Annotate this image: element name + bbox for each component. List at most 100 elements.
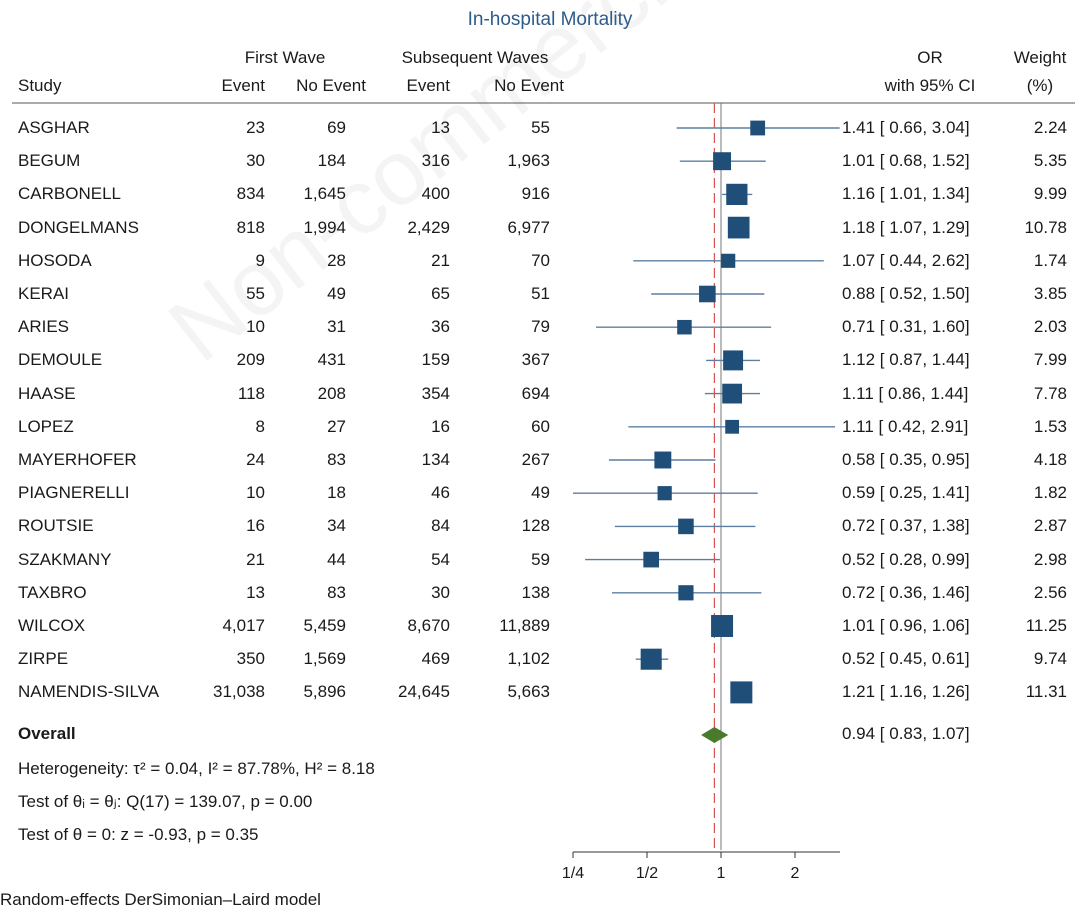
or-ci-text: 1.16 [ 1.01, 1.34] [842, 184, 970, 204]
overall-diamond [701, 727, 729, 743]
fw-event: 16 [246, 516, 265, 536]
effect-marker [654, 451, 672, 469]
fw-event: 10 [246, 317, 265, 337]
fw-event: 118 [237, 383, 265, 403]
or-ci-text: 0.52 [ 0.28, 0.99] [842, 549, 970, 569]
fw-noevent: 34 [327, 516, 346, 536]
study-name: DEMOULE [18, 350, 103, 370]
sw-event: 16 [431, 416, 450, 436]
sw-noevent: 6,977 [507, 217, 550, 237]
weight-text: 2.24 [1033, 118, 1067, 137]
fw-event: 350 [236, 649, 265, 669]
sw-event: 30 [431, 582, 450, 602]
sw-event: 84 [431, 516, 450, 536]
weight-text: 7.99 [1033, 350, 1067, 370]
or-header-line2: with 95% CI [884, 76, 976, 95]
effect-marker [678, 585, 694, 601]
sw-noevent: 70 [531, 250, 550, 270]
sw-noevent: 1,102 [507, 649, 550, 669]
model-text: Random-effects DerSimonian–Laird model [0, 890, 321, 909]
study-name: SZAKMANY [18, 549, 112, 569]
sw-event: 21 [431, 250, 450, 270]
sw-event: 65 [431, 284, 450, 303]
fw-noevent: 27 [327, 416, 346, 436]
sw-event: 8,670 [407, 616, 450, 635]
study-name: PIAGNERELLI [18, 483, 130, 503]
or-ci-text: 1.11 [ 0.42, 2.91] [842, 416, 969, 436]
study-name: HOSODA [18, 250, 92, 270]
effect-marker [750, 120, 766, 136]
fw-noevent: 83 [327, 450, 346, 469]
fw-event: 10 [246, 483, 265, 503]
sw-event: 400 [421, 184, 450, 204]
effect-marker [711, 615, 734, 637]
weight-text: 2.98 [1033, 549, 1067, 569]
sw-noevent: 267 [521, 450, 550, 469]
weight-header-line1: Weight [1013, 48, 1067, 67]
fw-noevent: 18 [327, 483, 346, 503]
sw-noevent: 1,963 [507, 151, 550, 171]
weight-text: 1.53 [1033, 416, 1067, 436]
or-ci-text: 0.52 [ 0.45, 0.61] [842, 649, 970, 669]
fw-noevent: 1,994 [303, 217, 346, 237]
sw-event: 159 [421, 350, 450, 370]
sw-event: 24,645 [398, 682, 450, 702]
fw-event: 23 [246, 118, 265, 137]
effect-marker [726, 183, 748, 206]
fw-noevent: 44 [327, 549, 346, 569]
or-ci-text: 1.07 [ 0.44, 2.62] [842, 250, 970, 270]
group-subsequent-waves-header: Subsequent Waves [401, 48, 549, 67]
sw-noevent: 49 [531, 483, 550, 503]
fw-event: 30 [246, 151, 265, 171]
or-ci-text: 1.01 [ 0.96, 1.06] [842, 616, 970, 635]
fw-event: 24 [246, 450, 265, 469]
sw-noevent: 11,889 [499, 616, 550, 635]
fw-event-header: Event [221, 76, 265, 95]
weight-text: 11.31 [1025, 682, 1067, 702]
sw-event: 36 [431, 317, 450, 337]
weight-text: 1.74 [1033, 250, 1067, 270]
sw-event: 354 [421, 383, 450, 403]
sw-event: 134 [421, 450, 450, 469]
or-ci-text: 1.11 [ 0.86, 1.44] [842, 383, 969, 403]
effect-marker [723, 350, 744, 371]
fw-noevent: 208 [317, 383, 346, 403]
study-name: BEGUM [18, 151, 81, 171]
effect-marker [727, 216, 750, 239]
effect-marker [677, 319, 692, 335]
fw-noevent: 184 [317, 151, 346, 171]
test-theta-i-text: Test of θᵢ = θⱼ: Q(17) = 139.07, p = 0.0… [18, 792, 313, 811]
effect-marker [725, 419, 740, 434]
weight-text: 9.99 [1033, 184, 1067, 204]
fw-event: 818 [236, 217, 265, 237]
fw-event: 4,017 [222, 616, 265, 635]
sw-noevent: 128 [521, 516, 550, 536]
x-tick-label: 2 [791, 865, 800, 882]
sw-event: 13 [431, 118, 450, 137]
weight-text: 2.87 [1033, 516, 1067, 536]
study-name: WILCOX [18, 616, 86, 635]
fw-event: 31,038 [213, 682, 265, 702]
fw-event: 13 [246, 582, 265, 602]
fw-event: 209 [236, 350, 265, 370]
study-name: ASGHAR [18, 118, 90, 137]
x-tick-label: 1 [717, 865, 726, 882]
fw-noevent: 431 [317, 350, 346, 370]
group-first-wave-header: First Wave [244, 48, 326, 67]
weight-text: 10.78 [1024, 217, 1067, 237]
sw-noevent-header: No Event [494, 76, 564, 95]
sw-noevent: 367 [521, 350, 550, 370]
or-ci-text: 1.01 [ 0.68, 1.52] [842, 151, 970, 171]
fw-noevent-header: No Event [296, 76, 366, 95]
fw-event: 9 [255, 250, 265, 270]
study-name: ROUTSIE [18, 516, 94, 536]
sw-noevent: 60 [531, 416, 550, 436]
sw-noevent: 916 [521, 184, 550, 204]
or-ci-text: 0.71 [ 0.31, 1.60] [842, 317, 970, 337]
effect-marker [721, 253, 736, 268]
study-name: ZIRPE [18, 649, 69, 669]
sw-noevent: 59 [531, 549, 550, 569]
chart-title-text: In-hospital Mortality [467, 9, 633, 30]
fw-event: 834 [236, 184, 265, 204]
fw-noevent: 69 [327, 118, 346, 137]
